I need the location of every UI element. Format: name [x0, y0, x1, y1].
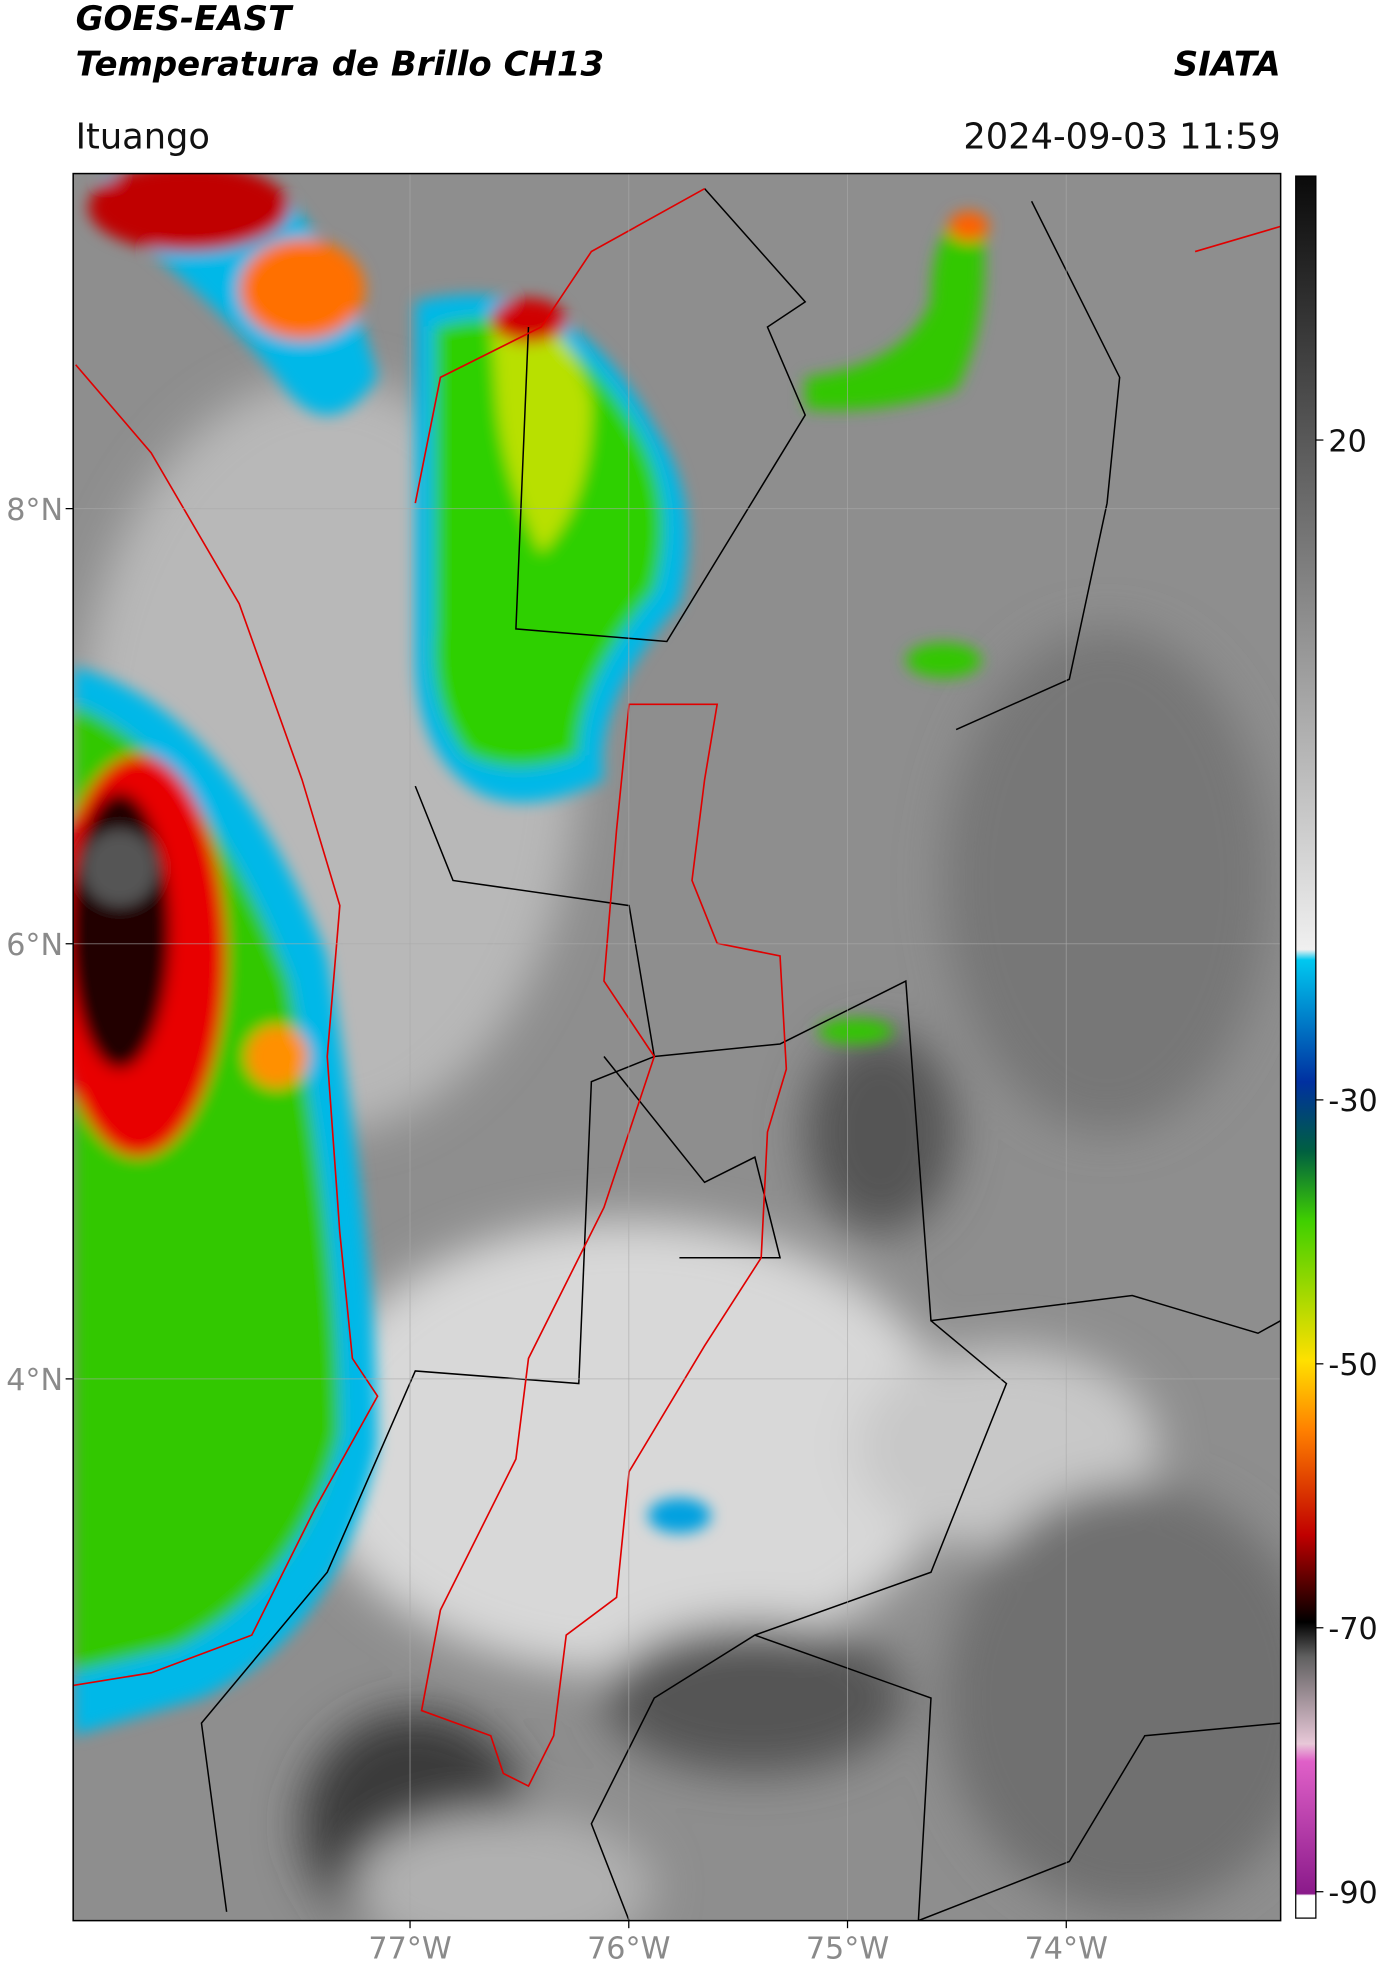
x-tick-label: 74°W [1025, 1931, 1108, 1966]
title: GOES-EAST [76, 0, 294, 39]
x-tick-label: 77°W [368, 1931, 451, 1966]
source: SIATA [1174, 44, 1281, 84]
grid [73, 173, 1281, 1921]
colorbar-tick-label: -30 [1328, 1084, 1377, 1119]
satellite-image [73, 173, 1281, 1921]
x-tick-label: 76°W [587, 1931, 670, 1966]
location: Ituango [76, 116, 210, 157]
colorbar-tick-label: 20 [1328, 424, 1366, 459]
subtitle: Temperatura de Brillo CH13 [76, 44, 604, 84]
y-tick-label: 6°N [6, 928, 63, 963]
colorbar [1295, 175, 1317, 1919]
map-frame [72, 172, 1282, 1922]
colorbar-tick-label: -50 [1328, 1348, 1377, 1383]
colorbar-tick-label: -70 [1328, 1612, 1377, 1647]
y-tick-label: 8°N [6, 493, 63, 528]
y-tick-label: 4°N [6, 1363, 63, 1398]
datetime: 2024-09-03 11:59 [963, 116, 1280, 157]
colorbar-tick-label: -90 [1328, 1876, 1377, 1911]
x-tick-label: 75°W [806, 1931, 889, 1966]
